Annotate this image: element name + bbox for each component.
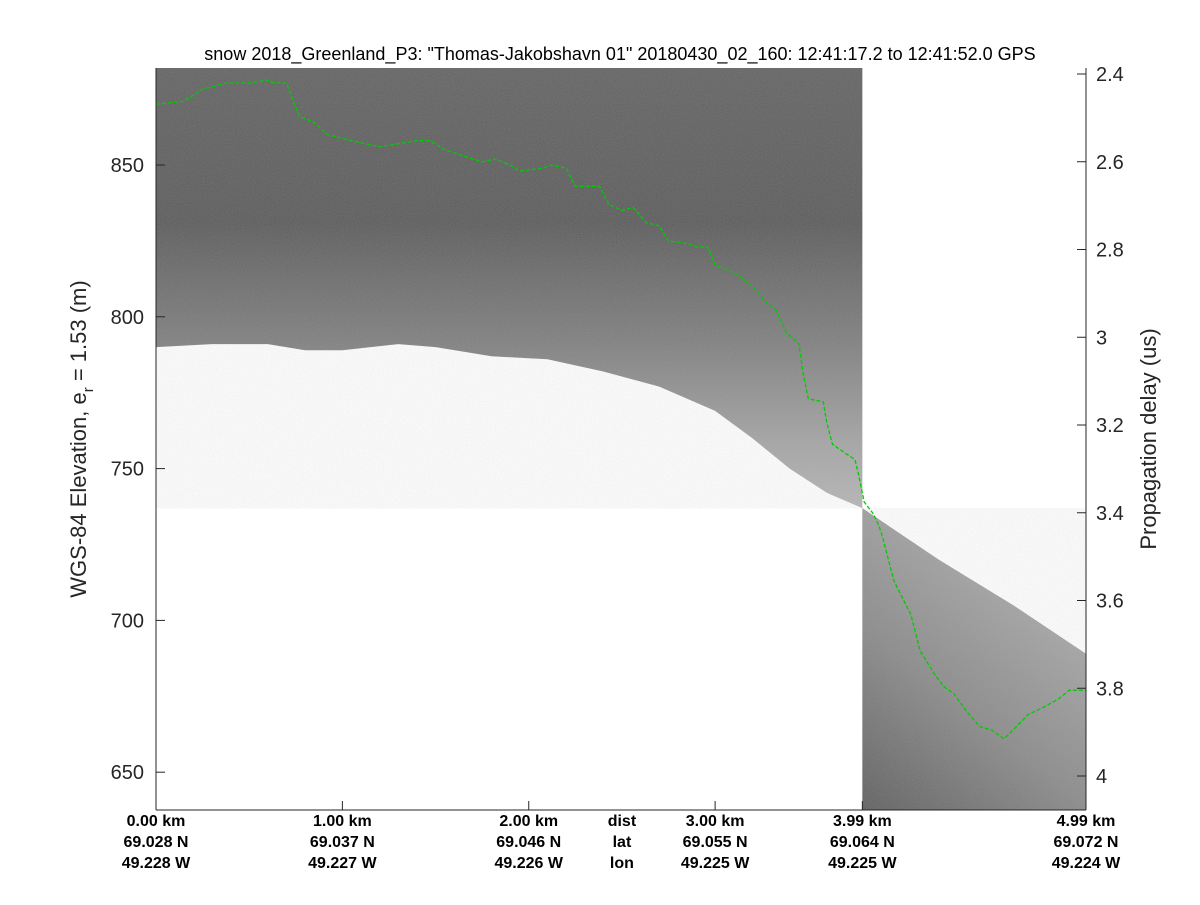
left-tick-label: 750 bbox=[111, 459, 144, 481]
right-tick-label: 4 bbox=[1096, 766, 1107, 788]
x-tick-dist-label: 3.99 km bbox=[833, 813, 892, 830]
x-tick-lon-label: 49.225 W bbox=[681, 855, 750, 872]
x-row-label-lat: lat bbox=[613, 834, 632, 851]
x-tick-lat-label: 69.037 N bbox=[310, 834, 375, 851]
x-tick-dist-label: 3.00 km bbox=[686, 813, 745, 830]
right-tick-label: 3 bbox=[1096, 327, 1107, 349]
y-axis-label-right: Propagation delay (us) bbox=[1136, 328, 1161, 549]
right-tick-label: 3.2 bbox=[1096, 415, 1124, 437]
left-tick-label: 800 bbox=[111, 307, 144, 329]
echogram-segment-1-texture bbox=[156, 68, 863, 509]
echogram-segment-2-texture bbox=[862, 508, 1086, 810]
x-tick-lon-label: 49.224 W bbox=[1052, 855, 1121, 872]
right-tick-label: 3.4 bbox=[1096, 503, 1124, 525]
x-row-label-lon: lon bbox=[610, 855, 634, 872]
x-tick-lon-label: 49.227 W bbox=[308, 855, 377, 872]
right-tick-label: 3.8 bbox=[1096, 678, 1124, 700]
left-tick-label: 850 bbox=[111, 155, 144, 177]
y-axis-label-left: WGS-84 Elevation, er = 1.53 (m) bbox=[66, 280, 97, 597]
x-tick-lon-label: 49.225 W bbox=[828, 855, 897, 872]
x-tick-dist-label: 4.99 km bbox=[1057, 813, 1116, 830]
x-tick-dist-label: 0.00 km bbox=[127, 813, 186, 830]
right-tick-label: 2.6 bbox=[1096, 152, 1124, 174]
chart-title: snow 2018_Greenland_P3: "Thomas-Jakobsha… bbox=[204, 44, 1035, 65]
x-tick-lat-label: 69.064 N bbox=[830, 834, 895, 851]
right-tick-label: 3.6 bbox=[1096, 591, 1124, 613]
left-tick-label: 700 bbox=[111, 610, 144, 632]
x-tick-lat-label: 69.028 N bbox=[124, 834, 189, 851]
x-tick-lon-label: 49.226 W bbox=[495, 855, 564, 872]
x-tick-dist-label: 2.00 km bbox=[499, 813, 558, 830]
x-tick-lat-label: 69.072 N bbox=[1054, 834, 1119, 851]
right-tick-label: 2.8 bbox=[1096, 240, 1124, 262]
left-tick-label: 650 bbox=[111, 762, 144, 784]
x-tick-lat-label: 69.055 N bbox=[683, 834, 748, 851]
surface-line bbox=[156, 79, 1086, 740]
right-tick-label: 2.4 bbox=[1096, 64, 1124, 86]
x-tick-lat-label: 69.046 N bbox=[496, 834, 561, 851]
x-tick-lon-label: 49.228 W bbox=[122, 855, 191, 872]
x-tick-dist-label: 1.00 km bbox=[313, 813, 372, 830]
x-row-label-dist: dist bbox=[608, 813, 637, 830]
